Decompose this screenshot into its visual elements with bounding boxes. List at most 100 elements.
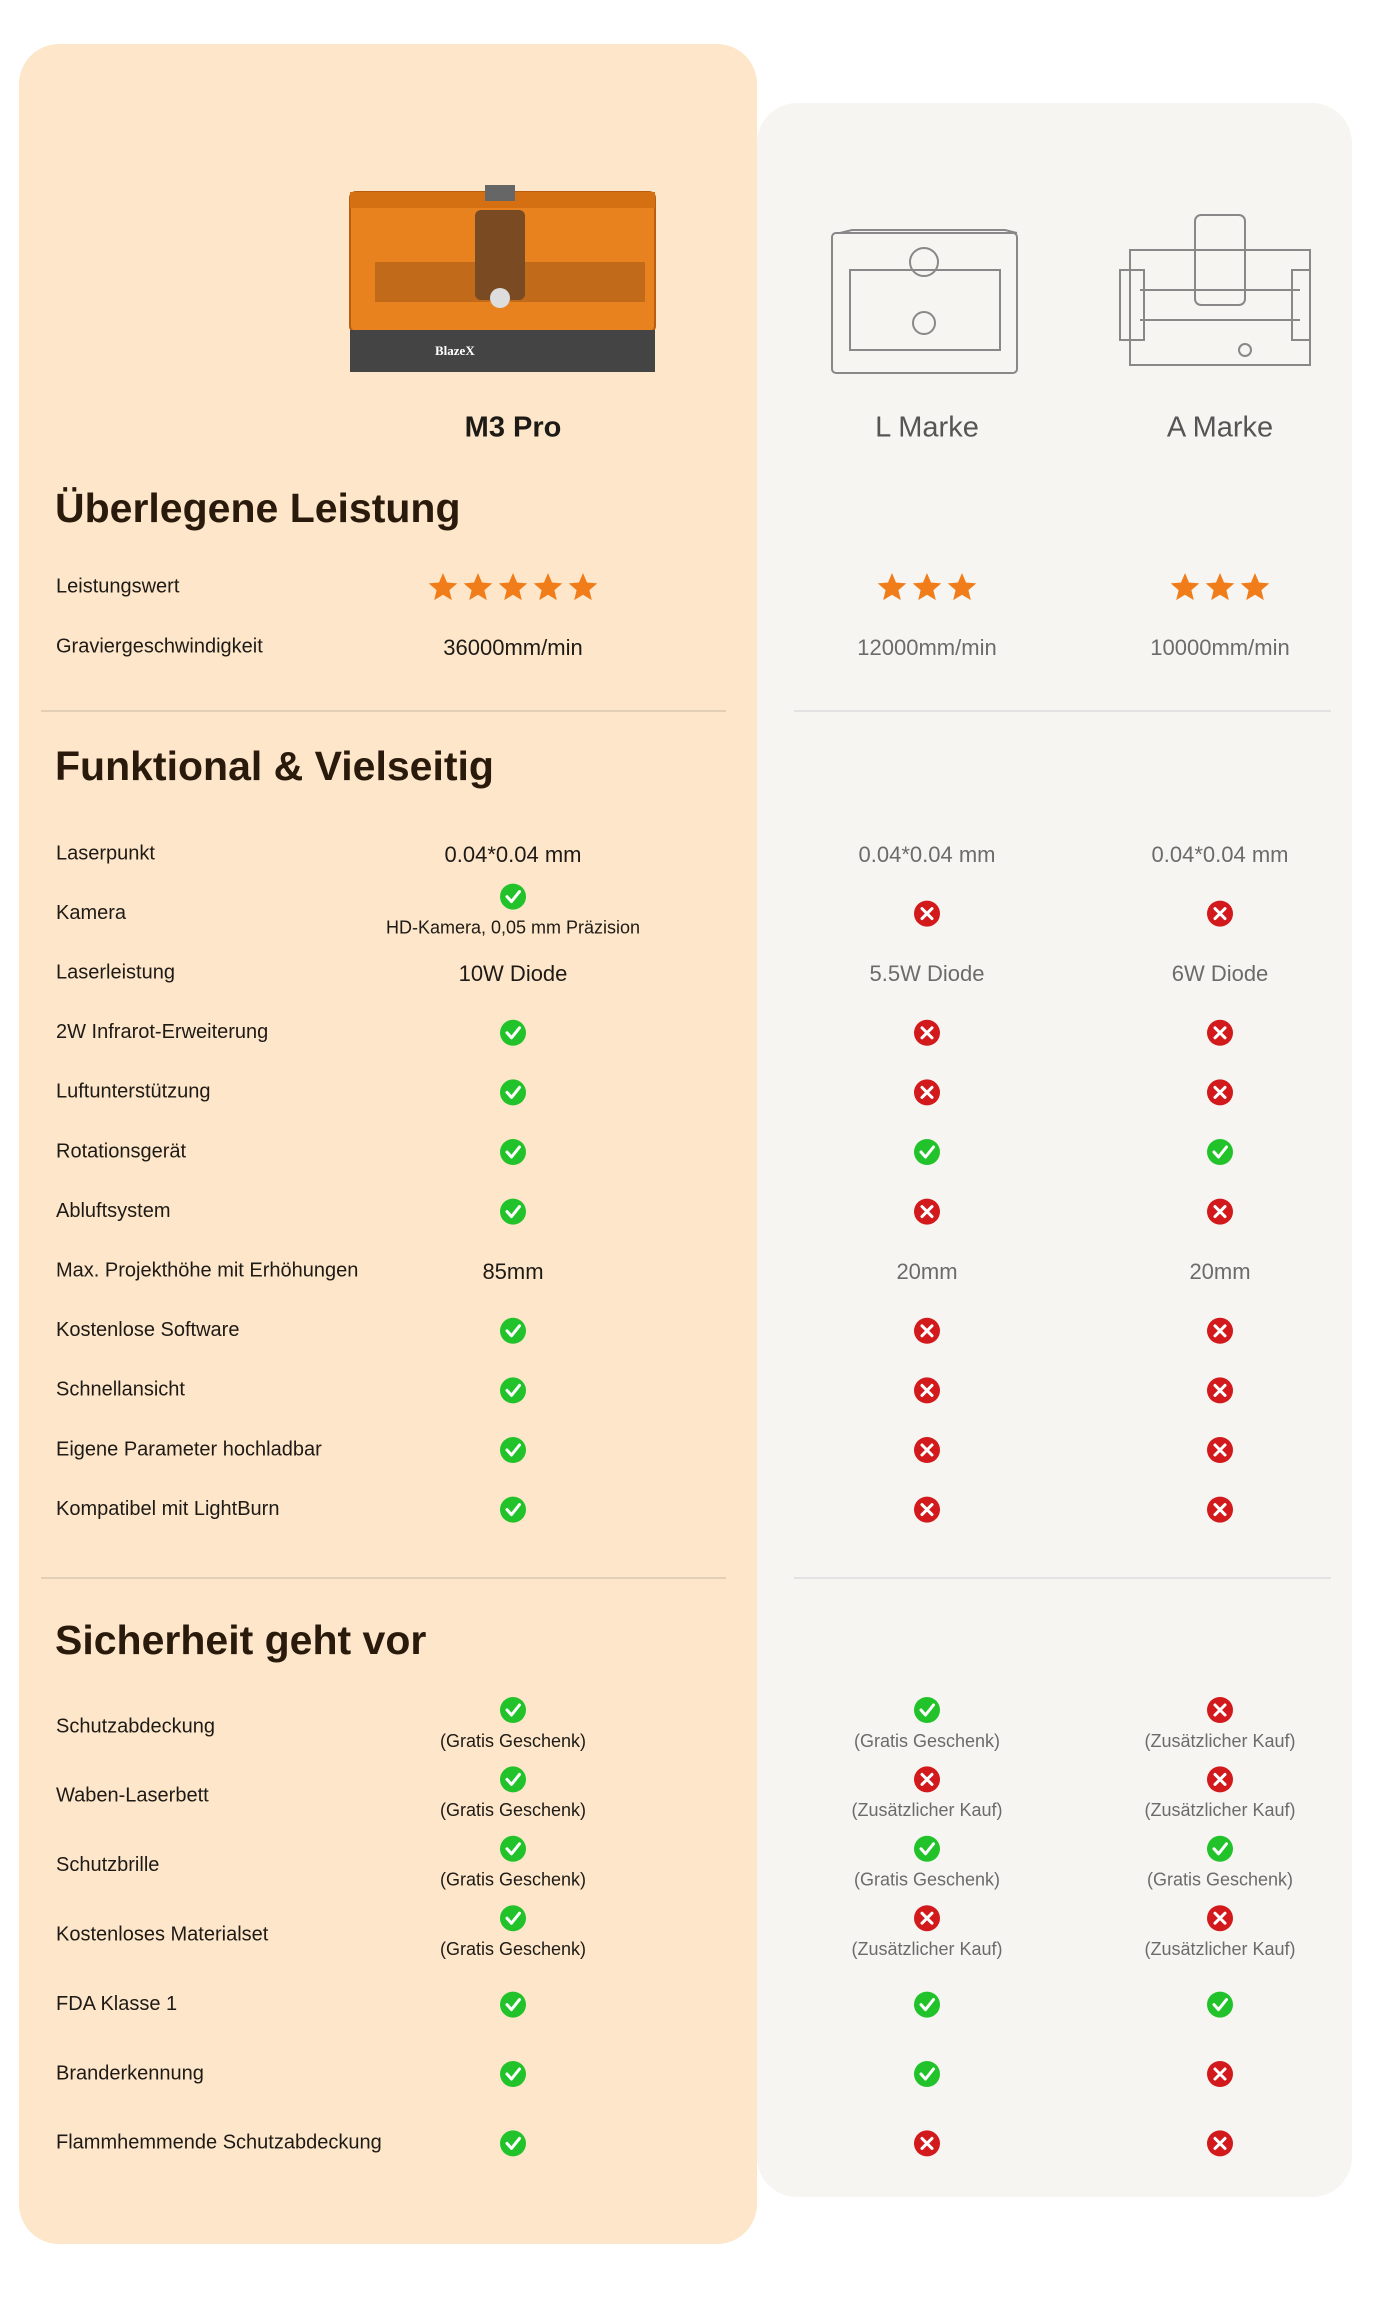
icon-glyph (920, 1772, 934, 1786)
icon-circle (500, 1766, 526, 1793)
cell-note: (Gratis Geschenk) (854, 1731, 1000, 1751)
cell-note: (Gratis Geschenk) (440, 1800, 586, 1820)
cross-icon (914, 2130, 940, 2157)
row-label: Graviergeschwindigkeit (56, 635, 263, 657)
section-title: Sicherheit geht vor (55, 1617, 426, 1663)
icon-glyph (505, 1842, 521, 1856)
icon-circle (1207, 1139, 1233, 1165)
icon-glyph (1212, 1145, 1228, 1159)
icon-glyph (1213, 907, 1227, 921)
cell-note: (Gratis Geschenk) (1147, 1870, 1293, 1890)
cell-note: (Zusätzlicher Kauf) (851, 1800, 1002, 1820)
cross-icon (914, 1079, 940, 1106)
icon-glyph (919, 1842, 935, 1856)
icon-glyph (1213, 1703, 1227, 1717)
icon-glyph (505, 2136, 521, 2150)
check-icon (500, 1019, 526, 1046)
row-label: Laserpunkt (56, 842, 155, 864)
cell-note: (Gratis Geschenk) (440, 1939, 586, 1959)
check-icon (500, 1377, 526, 1404)
cell-note: (Zusätzlicher Kauf) (1144, 1731, 1295, 1751)
row-label: Flammhemmende Schutzabdeckung (56, 2132, 382, 2154)
cross-icon (914, 1437, 940, 1463)
product-name: M3 Pro (465, 412, 562, 444)
icon-glyph (505, 1998, 521, 2012)
icon-glyph (920, 1503, 934, 1517)
cell-note: (Zusätzlicher Kauf) (851, 1939, 1002, 1959)
cross-icon (1207, 1377, 1233, 1404)
check-icon (914, 1835, 940, 1862)
cross-icon (914, 1905, 940, 1932)
cross-icon (914, 1019, 940, 1046)
cell-text: 36000mm/min (443, 635, 582, 660)
icon-glyph (505, 1383, 521, 1397)
cell-text: 6W Diode (1172, 961, 1269, 986)
star (463, 573, 493, 601)
competitor-panel (757, 103, 1352, 2197)
check-icon (500, 1317, 526, 1344)
cross-icon (914, 1377, 940, 1404)
l-image (831, 229, 1018, 374)
icon-glyph (505, 1911, 521, 1925)
star (498, 573, 528, 601)
check-icon (500, 1697, 526, 1723)
row-label: FDA Klasse 1 (56, 1993, 177, 2015)
cell-note: HD-Kamera, 0,05 mm Präzision (386, 917, 640, 937)
check-icon (500, 1496, 526, 1523)
row-label: Max. Projekthöhe mit Erhöhungen (56, 1259, 358, 1281)
star (1170, 573, 1200, 601)
icon-glyph (505, 1443, 521, 1457)
row-label: Luftunterstützung (56, 1081, 211, 1103)
check-icon (500, 2130, 526, 2157)
row-label: 2W Infrarot-Erweiterung (56, 1021, 268, 1043)
icon-glyph (505, 1772, 521, 1786)
check-icon (1207, 1139, 1233, 1165)
icon-glyph (505, 2067, 521, 2081)
icon-circle (500, 1991, 526, 2018)
star (1240, 573, 1270, 601)
row-label: Kostenlose Software (56, 1319, 239, 1341)
icon-circle (500, 1139, 526, 1165)
cell-note: (Zusätzlicher Kauf) (1144, 1939, 1295, 1959)
cross-icon (1207, 900, 1233, 927)
cross-icon (1207, 1496, 1233, 1523)
cell-text: 0.04*0.04 mm (1152, 842, 1289, 867)
check-icon (914, 1139, 940, 1165)
icon-glyph (1212, 1842, 1228, 1856)
icon-glyph (920, 2136, 934, 2150)
cell-text: 20mm (896, 1259, 957, 1284)
check-icon (500, 2061, 526, 2087)
cross-icon (914, 1496, 940, 1523)
star (568, 573, 598, 601)
cross-icon (1207, 1766, 1233, 1793)
icon-glyph (1213, 1205, 1227, 1219)
star (533, 573, 563, 601)
cross-icon (914, 1317, 940, 1344)
star (877, 573, 907, 601)
icon-circle (914, 1991, 940, 2018)
icon-glyph (505, 1145, 521, 1159)
cross-icon (1207, 2061, 1233, 2087)
m3-image: BlazeX (349, 185, 656, 372)
icon-glyph (505, 1503, 521, 1517)
icon-circle (1207, 1991, 1233, 2018)
row-label: Laserleistung (56, 961, 175, 983)
row-label: Kamera (56, 902, 127, 924)
icon-glyph (1213, 1383, 1227, 1397)
icon-glyph (1213, 2067, 1227, 2081)
cell-text: 85mm (482, 1259, 543, 1284)
icon-circle (500, 1079, 526, 1106)
icon-glyph (919, 1145, 935, 1159)
check-icon (500, 1079, 526, 1106)
icon-circle (914, 2061, 940, 2087)
icon-circle (500, 1198, 526, 1225)
icon-glyph (1213, 1085, 1227, 1099)
check-icon (1207, 1991, 1233, 2018)
icon-glyph (919, 1703, 935, 1717)
cross-icon (914, 1766, 940, 1793)
cross-icon (1207, 2130, 1233, 2157)
icon-circle (500, 2130, 526, 2157)
icon-glyph (505, 890, 521, 904)
icon-glyph (505, 1026, 521, 1040)
